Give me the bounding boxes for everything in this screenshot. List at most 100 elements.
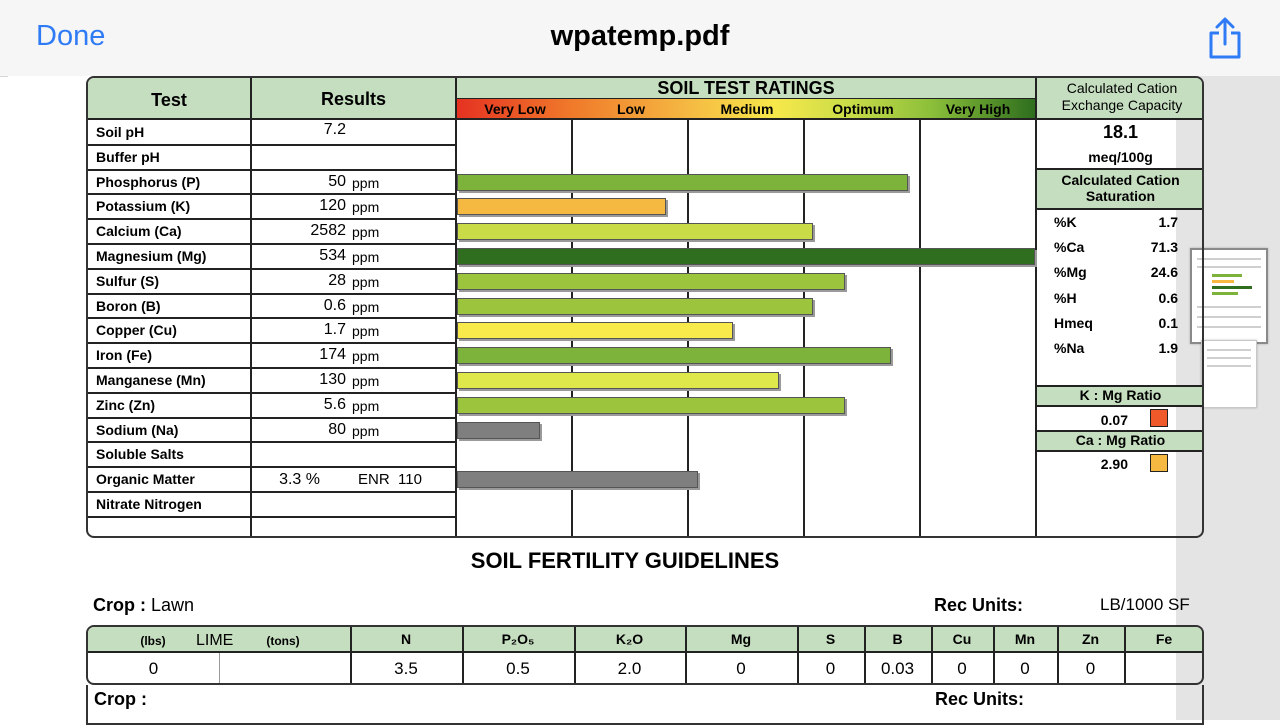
grid-line	[88, 342, 455, 345]
grid-line	[250, 78, 252, 536]
grid-line	[88, 441, 455, 444]
row-label-sulfur-s: Sulfur (S)	[96, 272, 159, 289]
saturation-value-ca: 71.3	[1150, 239, 1178, 256]
row-label-iron-fe: Iron (Fe)	[96, 347, 152, 364]
guideline-value-zn: 0	[1085, 659, 1096, 678]
grid-line	[88, 267, 455, 270]
row-label-organic-matter: Organic Matter	[96, 471, 195, 488]
saturation-value-hmeq: 0.1	[1158, 314, 1178, 331]
ca-mg-value: 2.90	[1100, 456, 1128, 472]
grid-line	[88, 391, 455, 394]
row-label-soil-ph: Soil pH	[96, 124, 145, 140]
ca-mg-title: Ca : Mg Ratio	[1075, 432, 1166, 448]
guideline-value-k2o: 2.0	[617, 659, 642, 678]
saturation-value-na: 1.9	[1158, 340, 1178, 356]
row-value-organic-matter: 3.3 %	[279, 471, 320, 489]
row-label-magnesium-mg: Magnesium (Mg)	[96, 248, 207, 264]
row-unit-potassium-k: ppm	[352, 199, 380, 216]
soil-test-table: Test Results SOIL TEST RATINGS Calculate…	[86, 76, 1204, 538]
row-value-phosphorus-p: 50	[328, 172, 346, 190]
guideline-value-n: 3.5	[394, 659, 418, 678]
guideline-value-p2o5: 0.5	[506, 659, 530, 678]
guideline-value-b: 0.03	[880, 659, 915, 678]
guideline-value-mg: 0	[736, 659, 746, 678]
lime-value: 0	[148, 659, 159, 678]
grid-line	[1035, 78, 1037, 536]
ratings-title: SOIL TEST RATINGS	[657, 78, 835, 98]
grid-line	[88, 193, 455, 196]
grid-line	[457, 98, 1035, 99]
row-label-sodium-na: Sodium (Na)	[96, 421, 179, 438]
fertility-guidelines-table: (lbs) LIME (tons) 0 N 3.5 P₂O₅ 0.5 K₂O 2.0 Mg 0 S…	[86, 625, 1204, 685]
row-label-calcium-ca: Calcium (Ca)	[96, 223, 182, 240]
saturation-label-ca: %Ca	[1054, 239, 1085, 256]
row-unit-sodium-na: ppm	[352, 422, 380, 439]
guideline-value-s: 0	[825, 659, 836, 678]
saturation-value-h: 0.6	[1158, 289, 1178, 306]
share-icon[interactable]	[1205, 16, 1245, 60]
rating-bar-zinc-zn	[457, 396, 845, 414]
ca-mg-rating-swatch	[1150, 454, 1168, 472]
page-thumbnail-2[interactable]	[1201, 340, 1257, 408]
done-button[interactable]: Done	[36, 20, 106, 52]
row-value-sodium-na: 80	[328, 420, 346, 438]
grid-line	[462, 627, 464, 683]
grid-line	[574, 627, 576, 683]
rating-bar-calcium-ca	[457, 223, 813, 241]
rating-bar-manganese-mn	[457, 372, 779, 389]
crop-row: Crop : Lawn	[93, 595, 194, 616]
grid-line	[88, 243, 455, 245]
row-unit-manganese-mn: ppm	[352, 373, 380, 389]
grid-line	[88, 218, 455, 221]
test-column-header: Test	[151, 90, 187, 110]
results-header-bg	[252, 78, 455, 118]
crop-label: Crop :	[93, 595, 146, 615]
row-unit-zinc-zn: ppm	[352, 397, 380, 414]
guideline-value-mn: 0	[1020, 659, 1030, 678]
second-crop-row: Crop : Rec Units:	[86, 685, 1204, 725]
row-label-buffer-ph: Buffer pH	[96, 148, 160, 165]
scale-low: Low	[617, 101, 645, 117]
row-unit-iron-fe: ppm	[352, 348, 380, 365]
grid-line	[803, 118, 805, 536]
guideline-header-fe: Fe	[1155, 631, 1173, 647]
grid-line	[993, 627, 995, 683]
grid-line	[797, 627, 799, 683]
row-label-soluble-salts: Soluble Salts	[96, 446, 184, 463]
grid-line	[1037, 450, 1202, 452]
grid-line	[455, 78, 457, 536]
rating-bar-magnesium-mg	[457, 248, 1035, 265]
row-value-copper-cu: 1.7	[323, 321, 346, 339]
grid-line	[1124, 627, 1126, 683]
row-label-phosphorus-p: Phosphorus (P)	[96, 173, 201, 190]
row-value-iron-fe: 174	[319, 346, 346, 364]
grid-line	[350, 627, 352, 683]
row-value-calcium-ca: 2582	[310, 222, 346, 240]
lime-lbs-header: (lbs)	[140, 634, 166, 648]
document-title: wpatemp.pdf	[550, 20, 730, 52]
row-label-zinc-zn: Zinc (Zn)	[96, 396, 156, 413]
scale-medium: Medium	[720, 101, 774, 117]
row-unit-sulfur-s: ppm	[352, 273, 380, 290]
guideline-header-zn: Zn	[1081, 631, 1100, 647]
grid-line	[88, 651, 1202, 653]
grid-line	[919, 118, 921, 536]
row-label-potassium-k: Potassium (K)	[96, 198, 191, 215]
grid-line	[219, 653, 220, 683]
rec-units2-label: Rec Units:	[935, 689, 1025, 709]
scale-optimum: Optimum	[832, 101, 894, 117]
k-mg-title: K : Mg Ratio	[1079, 387, 1162, 403]
rating-bar-copper-cu	[457, 322, 733, 340]
rec-units-value: LB/1000 SF	[1100, 595, 1190, 614]
saturation-title: Calculated Cation Saturation	[1061, 172, 1180, 204]
saturation-label-mg: %Mg	[1054, 264, 1087, 281]
cec-title: Calculated Cation Exchange Capacity	[1061, 80, 1183, 113]
k-mg-header-bg	[1037, 387, 1202, 405]
row-value-sulfur-s: 28	[328, 271, 346, 289]
rating-bar-iron-fe	[457, 347, 891, 365]
grid-line	[88, 515, 455, 518]
grid-line	[931, 627, 933, 683]
grid-line	[88, 466, 455, 469]
crop-value: Lawn	[151, 595, 195, 615]
grid-line	[864, 627, 866, 683]
